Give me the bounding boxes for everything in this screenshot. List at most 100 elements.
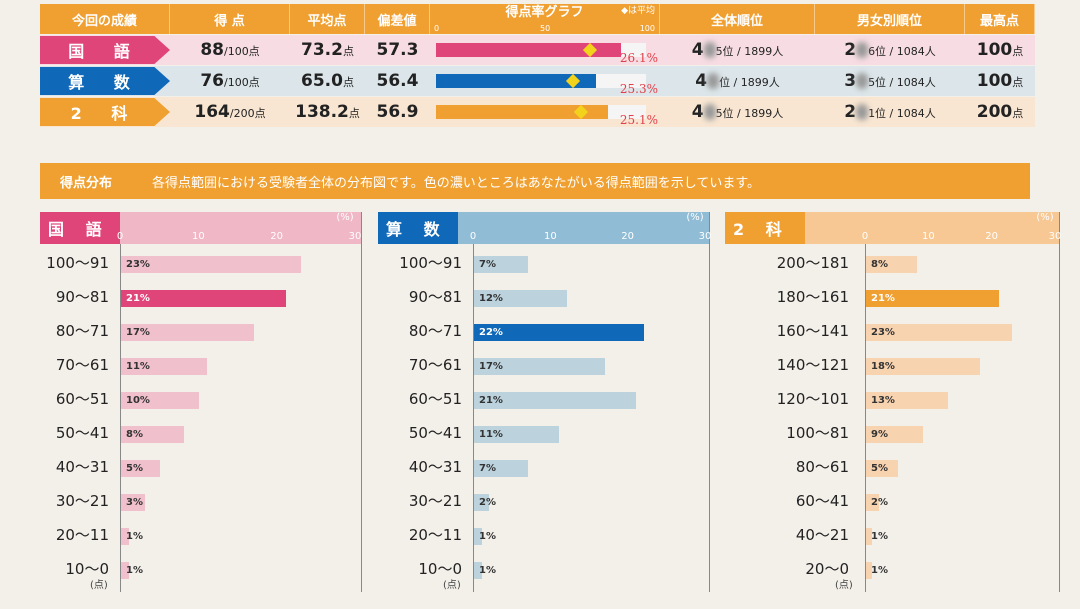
deviation: 56.4 bbox=[376, 71, 419, 91]
axis-line bbox=[473, 244, 474, 592]
bar-value-label: 2% bbox=[871, 497, 888, 508]
score-max: /200点 bbox=[229, 107, 266, 120]
rate-bar-fill bbox=[436, 43, 621, 57]
range-label: 140～121 bbox=[776, 356, 849, 374]
bar-value-label: 17% bbox=[479, 361, 503, 372]
overall-rank-cell: 4 5位 / 1899人 bbox=[660, 102, 815, 122]
axis-line bbox=[865, 244, 866, 592]
axis-tick: 30 bbox=[1048, 231, 1062, 242]
table-body: 国 語 88/100点 73.2点 57.3 26.1% 4 5位 / 1899人 2 6位 /… bbox=[40, 35, 1035, 127]
subject-label: 2 科 bbox=[40, 98, 170, 126]
point-unit: (点) bbox=[835, 580, 853, 591]
panel-subject: 国 語 bbox=[40, 212, 120, 244]
top-score-cell: 200点 bbox=[965, 102, 1035, 122]
subject-cell: 2 科 bbox=[40, 98, 170, 126]
range-label: 200～181 bbox=[776, 254, 849, 272]
rank-digit: 4 bbox=[695, 71, 708, 91]
blurred-digit bbox=[703, 104, 716, 120]
average-unit: 点 bbox=[348, 107, 360, 120]
distribution-bar bbox=[121, 562, 129, 579]
average-cell: 138.2点 bbox=[290, 102, 365, 122]
bar-value-label: 1% bbox=[479, 531, 496, 542]
distribution-title: 得点分布 bbox=[60, 175, 113, 191]
rank-digit: 4 bbox=[691, 102, 704, 122]
panel-header: 2 科 0 10 20 30 (%) bbox=[725, 212, 1062, 244]
range-label: 10～0 bbox=[65, 560, 109, 578]
range-label: 10～0 bbox=[418, 560, 462, 578]
rate-bar-track bbox=[436, 104, 646, 120]
subject-cell: 算 数 bbox=[40, 67, 170, 95]
bar-value-label: 7% bbox=[479, 463, 496, 474]
graph-tick: 0 bbox=[434, 24, 440, 33]
distribution-bar bbox=[866, 256, 917, 273]
rate-bar-track bbox=[436, 73, 646, 89]
axis-unit: (%) bbox=[336, 212, 354, 223]
score-cell: 164/200点 bbox=[170, 102, 290, 122]
rank-digit: 2 bbox=[844, 40, 857, 60]
rate-bar-fill bbox=[436, 74, 596, 88]
range-label: 30～21 bbox=[55, 492, 109, 510]
distribution-bar bbox=[121, 528, 129, 545]
range-label: 20～0 bbox=[805, 560, 849, 578]
table-header: 今回の成績 得 点 平均点 偏差値 得点率グラフ ◆は平均 0 50 100 全… bbox=[40, 4, 1035, 34]
distribution-bar bbox=[866, 290, 999, 307]
blurred-digit bbox=[703, 42, 716, 58]
bar-value-label: 21% bbox=[871, 293, 895, 304]
range-label: 80～71 bbox=[408, 322, 462, 340]
bar-value-label: 10% bbox=[126, 395, 150, 406]
bar-value-label: 12% bbox=[479, 293, 503, 304]
range-label: 100～91 bbox=[399, 254, 462, 272]
average: 138.2 bbox=[295, 102, 349, 122]
distribution-panel: 算 数 0 10 20 30 (%) 100～91 7% 90～81 12% 80～71 22% 70～… bbox=[378, 212, 711, 592]
bar-value-label: 22% bbox=[479, 327, 503, 338]
average: 65.0 bbox=[301, 71, 343, 91]
blurred-digit bbox=[856, 104, 869, 120]
gender-rank-cell: 2 6位 / 1084人 bbox=[815, 40, 965, 60]
top-score-unit: 点 bbox=[1012, 107, 1024, 120]
rank-rest: 5位 / 1899人 bbox=[715, 107, 784, 120]
range-label: 60～41 bbox=[795, 492, 849, 510]
rank-digit: 2 bbox=[844, 102, 857, 122]
distribution-bar bbox=[474, 392, 637, 409]
bar-value-label: 11% bbox=[479, 429, 503, 440]
distribution-bar bbox=[121, 460, 161, 477]
range-label: 80～71 bbox=[55, 322, 109, 340]
subject-label: 算 数 bbox=[40, 67, 170, 95]
range-label: 20～11 bbox=[55, 526, 109, 544]
axis-tick: 10 bbox=[543, 231, 557, 242]
range-label: 70～61 bbox=[55, 356, 109, 374]
bar-value-label: 8% bbox=[126, 429, 143, 440]
header-rate-graph: 得点率グラフ ◆は平均 0 50 100 bbox=[430, 4, 660, 34]
range-label: 40～21 bbox=[795, 526, 849, 544]
panel-header: 国 語 0 10 20 30 (%) bbox=[40, 212, 361, 244]
overall-rank-cell: 4 5位 / 1899人 bbox=[660, 40, 815, 60]
axis-tick: 20 bbox=[621, 231, 635, 242]
rate-graph-cell: 25.3% bbox=[430, 73, 660, 96]
deviation: 57.3 bbox=[376, 40, 419, 60]
axis-tick: 20 bbox=[270, 231, 284, 242]
top-score-unit: 点 bbox=[1012, 76, 1024, 89]
rank-rest: 位 / 1899人 bbox=[719, 76, 780, 89]
distribution-bar bbox=[866, 494, 879, 511]
rank-rest: 5位 / 1084人 bbox=[868, 76, 936, 89]
distribution-bar bbox=[474, 324, 645, 341]
graph-tick: 50 bbox=[540, 24, 551, 33]
range-label: 160～141 bbox=[776, 322, 849, 340]
header-score: 得 点 bbox=[170, 4, 290, 34]
header-rate-graph-label: 得点率グラフ bbox=[505, 5, 584, 20]
bar-value-label: 7% bbox=[479, 259, 496, 270]
panel-header: 算 数 0 10 20 30 (%) bbox=[378, 212, 711, 244]
average-cell: 65.0点 bbox=[290, 71, 365, 91]
rank-rest: 5位 / 1899人 bbox=[715, 45, 784, 58]
header-overall-rank: 全体順位 bbox=[660, 4, 815, 34]
header-gender-rank: 男女別順位 bbox=[815, 4, 965, 34]
axis-tick: 0 bbox=[469, 231, 477, 242]
top-score: 200 bbox=[976, 102, 1013, 122]
panel-subject: 算 数 bbox=[378, 212, 458, 244]
distribution-panel: 国 語 0 10 20 30 (%) 100～91 23% 90～81 21% 80～71 17% 70… bbox=[40, 212, 362, 592]
distribution-bar bbox=[121, 358, 208, 375]
axis: 0 10 20 30 (%) bbox=[805, 212, 1062, 244]
deviation: 56.9 bbox=[376, 102, 419, 122]
bar-value-label: 11% bbox=[126, 361, 150, 372]
range-label: 100～91 bbox=[46, 254, 109, 272]
